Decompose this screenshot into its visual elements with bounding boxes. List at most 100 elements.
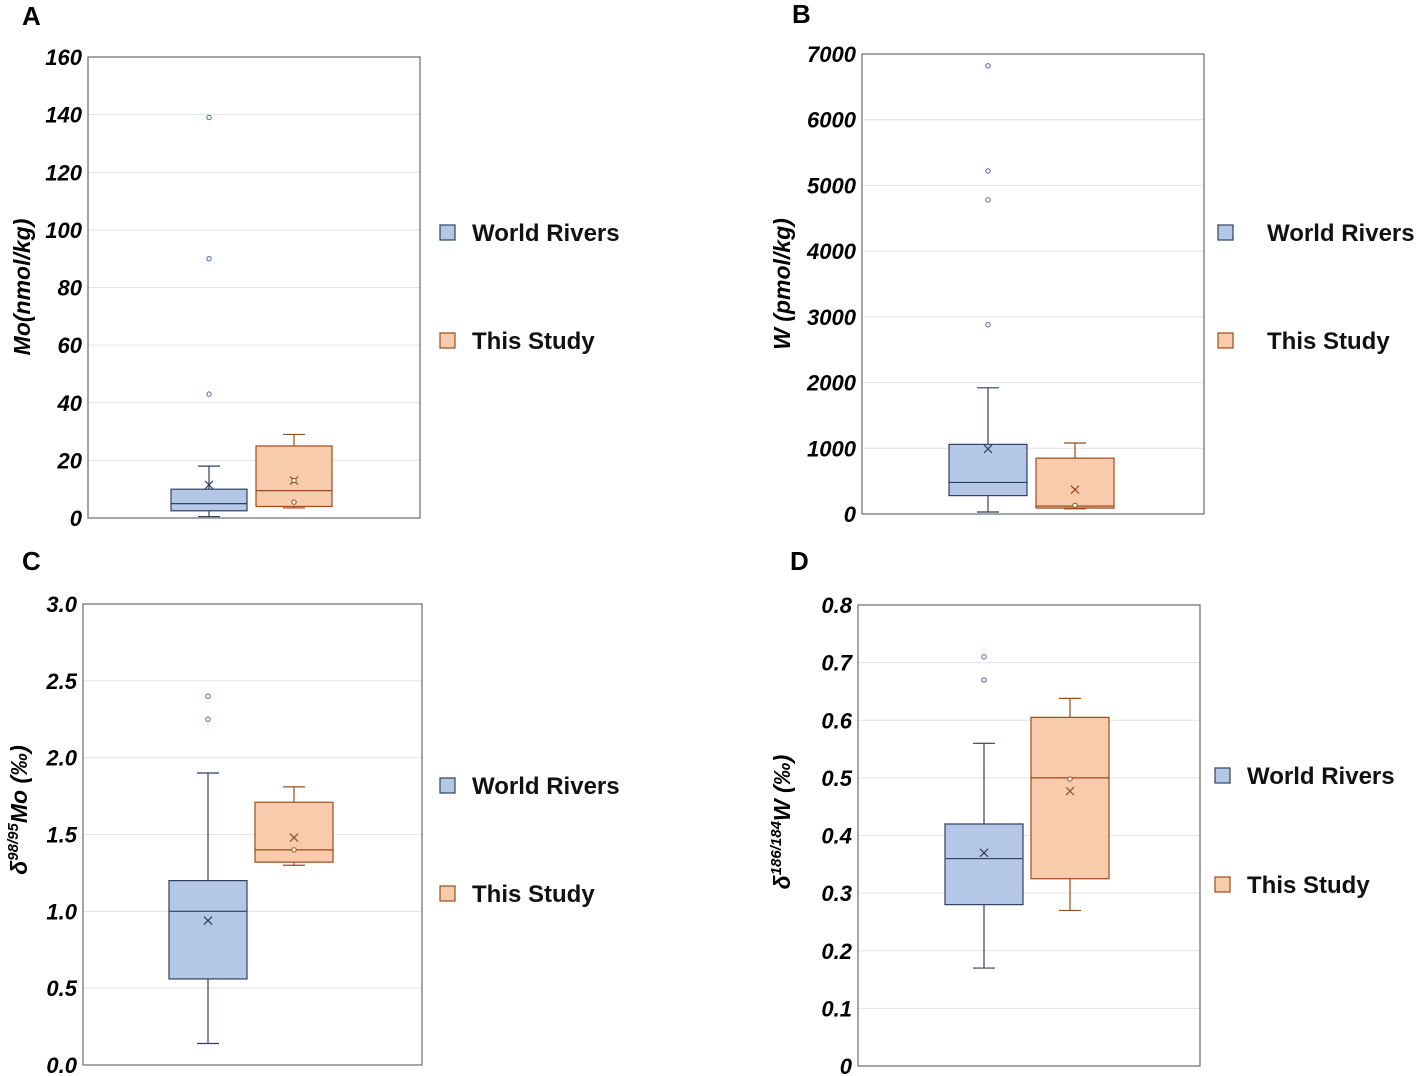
mean-marker-stroke	[1065, 786, 1075, 796]
legend-item-world-rivers: World Rivers	[1217, 220, 1415, 247]
legend-swatch	[1217, 224, 1234, 241]
legend-label: World Rivers	[1267, 220, 1415, 247]
mean-marker	[289, 833, 299, 842]
mean-marker-stroke	[203, 916, 213, 925]
box-world-rivers	[168, 693, 248, 1045]
legend-label: This Study	[472, 881, 595, 908]
legend-swatch	[1217, 332, 1234, 349]
y-axis-label-suffix: W (‰)	[769, 755, 795, 821]
mean-marker	[1070, 485, 1080, 495]
y-tick-label: 5000	[807, 173, 857, 198]
y-tick-label: 120	[45, 160, 82, 185]
y-tick-label: 2000	[806, 371, 857, 396]
y-tick-label: 2.0	[45, 746, 77, 771]
inner-point	[291, 499, 297, 505]
outlier-point	[985, 168, 991, 174]
y-tick-label: 0.7	[821, 651, 853, 676]
y-tick-label: 0	[840, 1054, 853, 1076]
box-iqr	[948, 443, 1028, 497]
legend-item-world-rivers: World Rivers	[439, 220, 620, 247]
legend-swatch	[439, 224, 456, 241]
y-tick-label: 4000	[806, 239, 857, 264]
mean-marker-stroke	[289, 833, 299, 842]
box-this-study	[1035, 442, 1115, 510]
y-tick-label: 0.6	[821, 708, 852, 733]
box-iqr	[254, 801, 334, 863]
y-tick-label: 100	[45, 218, 82, 243]
mean-marker	[203, 916, 213, 925]
y-axis-label-superscript: 186/184	[768, 820, 785, 875]
legend-item-this-study: This Study	[439, 328, 595, 355]
y-tick-label: 0.2	[821, 939, 852, 964]
plot-frame	[857, 604, 1201, 1067]
y-tick-label: 1000	[807, 436, 857, 461]
legend-label: World Rivers	[472, 773, 620, 800]
outlier-point	[206, 114, 212, 121]
mean-marker-stroke	[1070, 485, 1080, 495]
legend-item-world-rivers: World Rivers	[439, 773, 620, 800]
y-tick-label: 40	[57, 391, 83, 416]
y-tick-label: 1.0	[46, 899, 77, 924]
plot-frame	[82, 603, 423, 1066]
mean-marker	[979, 848, 989, 858]
outlier-point	[981, 654, 987, 660]
outlier-point	[985, 322, 991, 328]
outlier-point	[981, 677, 987, 683]
y-axis-label-superscript: 98/95	[5, 823, 22, 861]
y-tick-label: 6000	[807, 108, 857, 133]
panel-label: B	[792, 0, 811, 29]
y-tick-label: 1.5	[46, 823, 77, 848]
legend-swatch	[1214, 876, 1231, 893]
y-axis-label-prefix: δ	[6, 860, 32, 875]
y-tick-label: 60	[58, 333, 83, 358]
y-tick-label: 0.5	[46, 976, 77, 1001]
y-tick-label: 0.5	[821, 766, 852, 791]
y-axis-label: δ186/184W (‰)	[768, 755, 795, 890]
y-tick-label: 2.5	[45, 669, 77, 694]
y-tick-label: 160	[45, 45, 82, 70]
box-this-study	[254, 786, 334, 866]
chart-panel-b: B 0 1000 2000 3000 4000 5000 6000 7000 W (pmol/kg…	[769, 0, 1415, 527]
legend-label: World Rivers	[1247, 763, 1395, 790]
legend-label: This Study	[472, 328, 595, 355]
mean-marker-stroke	[983, 444, 993, 454]
box-iqr	[944, 823, 1024, 906]
outlier-point	[205, 693, 211, 699]
panel-label: C	[22, 546, 41, 576]
legend-item-this-study: This Study	[1214, 872, 1370, 899]
legend-swatch	[439, 777, 456, 794]
mean-marker	[983, 444, 993, 454]
mean-marker-stroke	[204, 480, 214, 490]
legend-swatch	[439, 332, 456, 349]
mean-marker	[1065, 786, 1075, 796]
inner-point	[291, 847, 297, 853]
y-tick-label: 0	[70, 506, 83, 531]
y-tick-label: 3000	[807, 305, 857, 330]
legend-swatch	[439, 885, 456, 902]
box-iqr	[1035, 457, 1115, 509]
plot-frame	[87, 56, 421, 519]
mean-marker	[204, 480, 214, 490]
y-axis-label-suffix: Mo (‰)	[6, 745, 32, 823]
box-world-rivers	[170, 114, 248, 518]
box-this-study	[255, 433, 333, 509]
box-this-study	[1030, 697, 1110, 912]
y-tick-label: 80	[58, 276, 83, 301]
outlier-point	[985, 63, 991, 69]
y-tick-label: 20	[57, 448, 83, 473]
box-iqr	[168, 879, 248, 980]
legend-label: This Study	[1267, 328, 1390, 355]
box-world-rivers	[944, 654, 1024, 969]
inner-point	[291, 477, 297, 484]
chart-panel-a: A 0 20 40 60 80 100 120 140 160 Mo(nmol/kg) World R…	[9, 1, 620, 531]
chart-panel-c: C 0.0 0.5 1.0 1.5 2.0 2.5 3.0 δ98/95Mo (‰) World …	[5, 546, 620, 1076]
legend-swatch	[1214, 767, 1231, 784]
y-axis-label: δ98/95Mo (‰)	[5, 745, 32, 875]
legend-item-this-study: This Study	[1217, 328, 1390, 355]
plot-frame	[861, 53, 1205, 515]
box-iqr	[170, 488, 248, 512]
box-iqr	[255, 445, 333, 508]
y-tick-label: 3.0	[46, 592, 77, 617]
